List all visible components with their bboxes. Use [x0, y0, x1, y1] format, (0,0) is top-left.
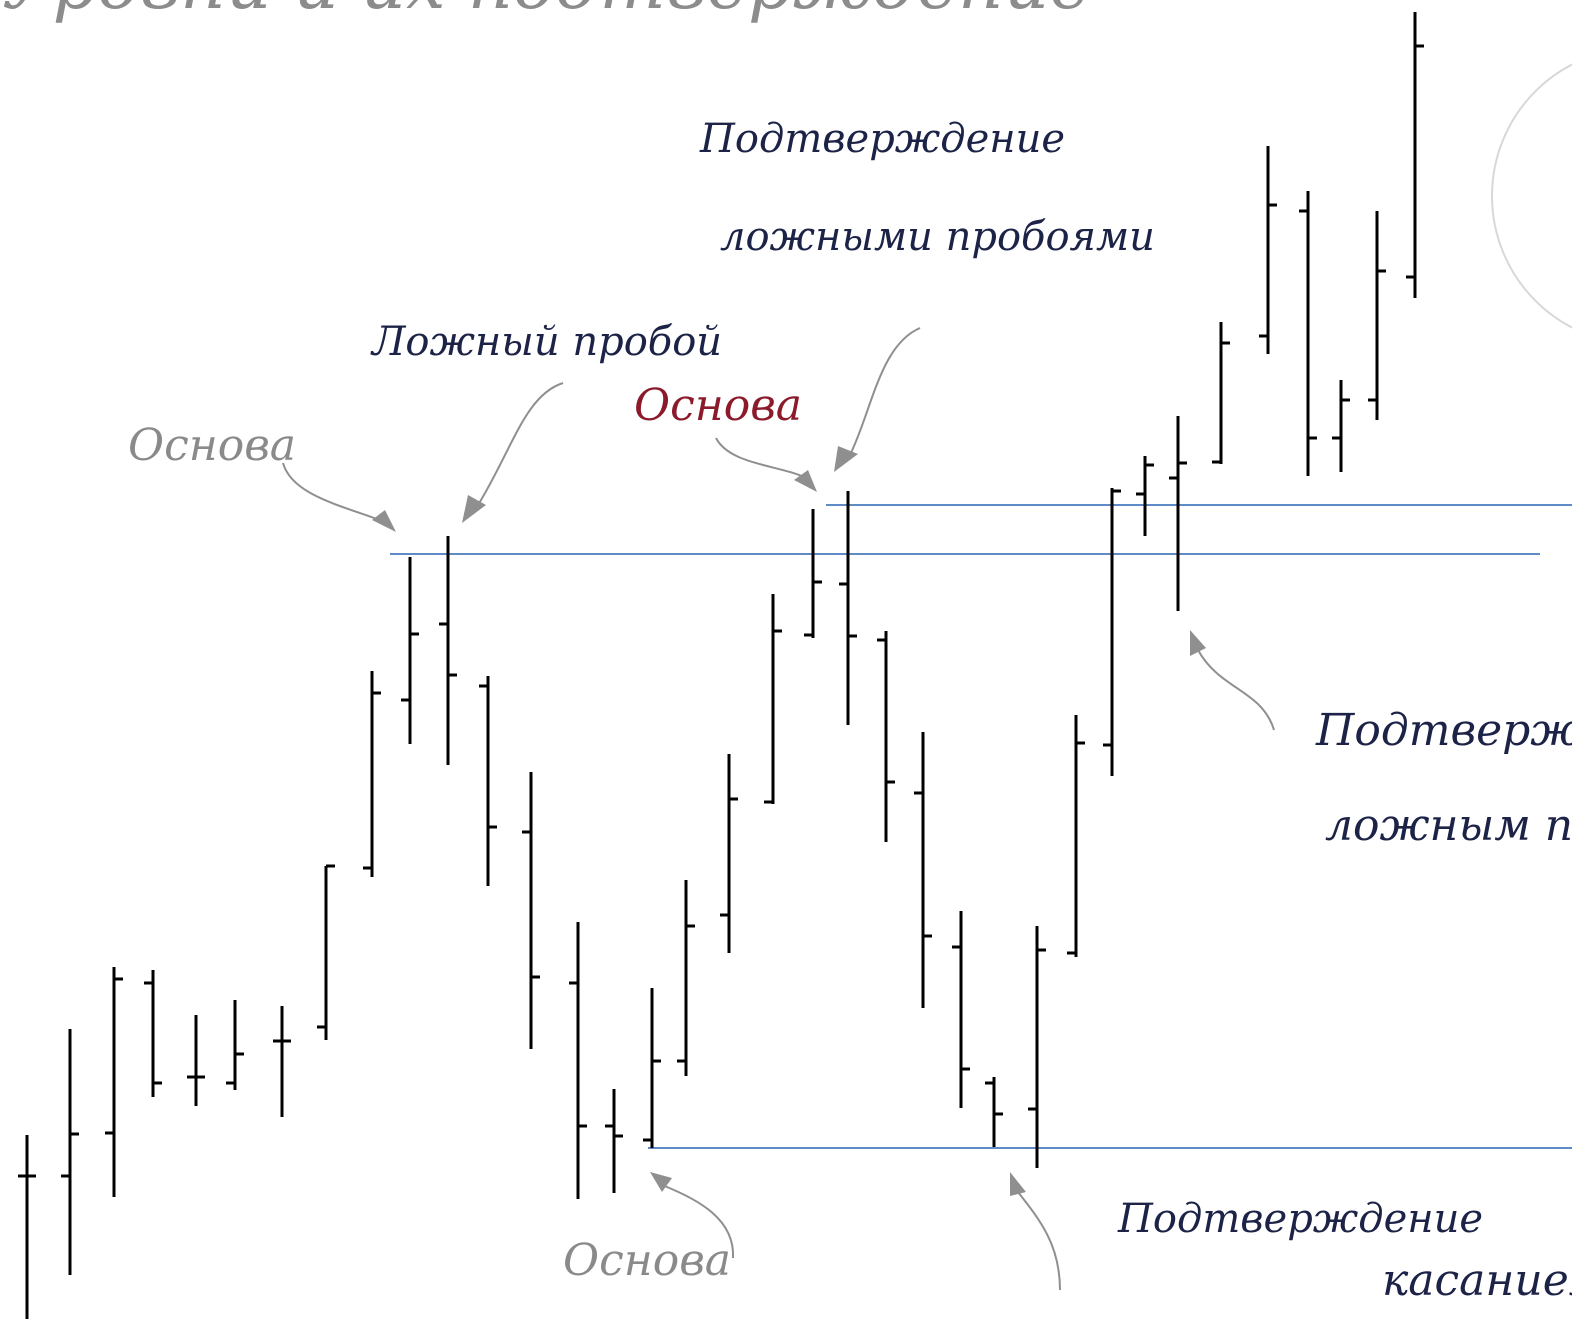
ohlc-bar [363, 671, 381, 877]
ohlc-bar [877, 631, 895, 842]
ohlc-bar [569, 922, 587, 1199]
ohlc-bar [605, 1089, 623, 1193]
ohlc-bars [18, 12, 1424, 1319]
ohlc-bar [1103, 488, 1121, 776]
ohlc-bar [1212, 322, 1230, 464]
ohlc-bar [1067, 715, 1085, 957]
annotation-label: Основа [128, 420, 296, 471]
arrow-false-breakout [477, 382, 564, 506]
ohlc-bar [643, 988, 661, 1148]
ohlc-bar [1406, 12, 1424, 298]
ohlc-bar [720, 754, 738, 953]
arrow-osnova-bottom-head [650, 1172, 672, 1192]
annotation-arrows [282, 327, 1275, 1291]
annotation-label: Подтверждение [1117, 1196, 1483, 1242]
arrow-right-confirm [1197, 649, 1275, 731]
ohlc-bar [479, 676, 497, 886]
arrow-touch [1017, 1191, 1061, 1291]
arrow-false-breakouts [849, 327, 921, 456]
ohlc-bar [804, 509, 822, 638]
ohlc-bar [61, 1029, 79, 1275]
ohlc-bar [914, 732, 932, 1008]
annotation-label: Подтверждение [699, 116, 1065, 162]
annotation-label: Подтвержде [1315, 705, 1572, 756]
ohlc-bar [1028, 926, 1046, 1168]
ohlc-bar [839, 491, 857, 725]
ohlc-bar [401, 557, 419, 744]
ohlc-bar [439, 536, 457, 765]
ohlc-bar [1136, 456, 1154, 536]
annotation-label: касанием [1382, 1255, 1572, 1306]
ohlc-bar [1259, 146, 1277, 354]
arrow-touch-head [1010, 1172, 1026, 1196]
annotation-label: Ложный пробой [370, 319, 722, 365]
arrow-osnova-left-head [372, 510, 396, 532]
ohlc-bar [952, 911, 970, 1108]
ohlc-bar [522, 772, 540, 1049]
ohlc-bar [1169, 416, 1187, 611]
ohlc-bar [1332, 380, 1350, 472]
arrow-false-breakout-head [462, 495, 486, 523]
decorative-circle [1491, 63, 1572, 329]
arrow-false-breakouts-head [834, 446, 858, 472]
annotations: Основа Ложный пробой Основа Подтверждение ло… [128, 116, 1572, 1306]
ohlc-bar [18, 1135, 36, 1319]
annotation-label: Основа [563, 1235, 731, 1286]
annotation-label: ложными пробоями [720, 214, 1155, 260]
chart-title: Уровни и их подтверждение [2, 0, 1091, 25]
ohlc-bar [1368, 211, 1386, 420]
ohlc-bar [317, 864, 335, 1040]
arrow-osnova-bottom [661, 1184, 735, 1259]
level-lines [390, 504, 1572, 1149]
ohlc-bar [985, 1077, 1003, 1147]
ohlc-bar [187, 1015, 205, 1106]
ohlc-bar [677, 880, 695, 1076]
ohlc-bar [1299, 191, 1317, 476]
arrow-osnova-red [715, 437, 807, 479]
annotation-label: ложным про [1325, 800, 1572, 851]
ohlc-bar [764, 594, 782, 804]
annotation-label: Основа [634, 380, 802, 431]
arrow-osnova-red-head [794, 470, 817, 492]
ohlc-bar [105, 967, 123, 1197]
arrow-right-confirm-head [1190, 630, 1206, 656]
ohlc-bar [226, 1000, 244, 1090]
arrow-osnova-left [282, 462, 386, 523]
ohlc-bar [273, 1006, 291, 1117]
ohlc-bar [144, 970, 162, 1097]
